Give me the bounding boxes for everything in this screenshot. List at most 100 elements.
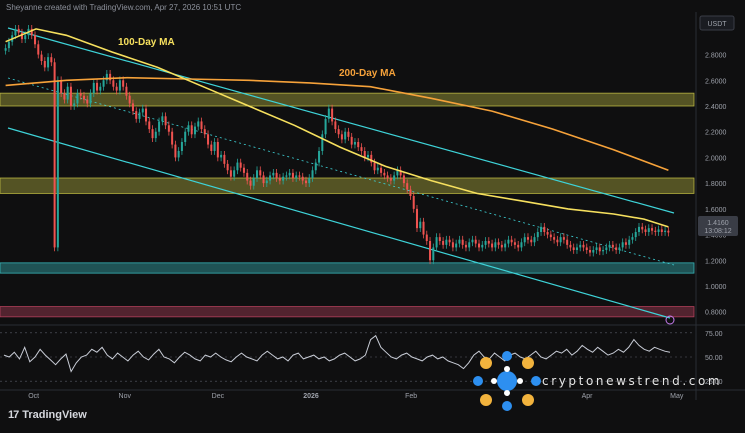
candle	[193, 126, 196, 135]
candle	[569, 244, 572, 248]
candle	[229, 170, 232, 177]
candle	[197, 121, 200, 127]
candle	[184, 131, 187, 142]
candle	[504, 243, 507, 248]
candle	[53, 62, 56, 248]
candle	[200, 121, 203, 130]
candle	[350, 136, 353, 145]
last-price-badge	[698, 216, 738, 236]
candle	[347, 131, 350, 137]
candle	[396, 170, 399, 176]
ma200-label: 200-Day MA	[339, 68, 396, 79]
candle	[135, 111, 138, 119]
candle	[141, 108, 144, 113]
candle	[4, 48, 7, 51]
price-tick-label: 2.0000	[705, 155, 727, 162]
candle	[442, 241, 445, 245]
alert-marker-icon	[665, 315, 675, 325]
candle	[644, 229, 647, 232]
candle	[96, 82, 99, 91]
candle	[79, 93, 82, 96]
candle	[376, 167, 379, 171]
candle	[76, 93, 79, 104]
time-tick-label: Dec	[212, 393, 225, 400]
candle	[145, 108, 148, 122]
candle	[125, 86, 128, 96]
zone-support-deep	[0, 306, 695, 318]
candle	[517, 244, 520, 248]
candle	[154, 131, 157, 139]
candle	[415, 208, 418, 229]
candle	[402, 175, 405, 184]
candle	[17, 28, 20, 33]
candle	[559, 237, 562, 243]
candle	[171, 131, 174, 145]
candle	[128, 95, 131, 104]
tradingview-logo[interactable]: 17 TradingView	[8, 409, 87, 421]
candle	[187, 125, 190, 132]
candle	[112, 80, 115, 87]
candle	[471, 239, 474, 243]
candle	[657, 229, 660, 232]
candle	[131, 103, 134, 112]
channel-mid-line	[7, 77, 675, 266]
candle	[631, 237, 634, 240]
candle	[69, 86, 72, 106]
zone-resistance-lower	[0, 177, 695, 194]
candle	[363, 151, 366, 158]
candle	[285, 175, 288, 177]
candle	[180, 142, 183, 151]
candle	[455, 243, 458, 248]
rsi-pane: 75.00 50.00 25.00	[0, 331, 723, 386]
price-tick-label: 2.2000	[705, 130, 727, 137]
candle	[272, 172, 275, 176]
candle	[109, 73, 112, 81]
candle	[298, 175, 301, 177]
currency-badge	[699, 15, 735, 31]
price-axis: 2.8000 2.6000 2.4000 2.2000 2.0000 1.8000 1.60…	[705, 53, 727, 317]
candle	[291, 172, 294, 178]
candle	[30, 28, 33, 36]
time-tick-label: Apr	[582, 393, 594, 400]
candle	[63, 93, 66, 100]
candle	[92, 82, 95, 94]
candle	[608, 244, 611, 248]
candle	[553, 237, 556, 240]
currency-label: USDT	[707, 21, 727, 28]
candle	[481, 244, 484, 248]
price-tick-label: 1.6000	[705, 207, 727, 214]
candle	[262, 175, 265, 184]
price-tick-label: 0.8000	[705, 310, 727, 317]
candle	[40, 54, 43, 61]
candle	[598, 247, 601, 252]
candle	[24, 35, 27, 40]
candle	[602, 250, 605, 252]
countdown-label: 13:08:12	[704, 228, 731, 235]
candle	[161, 116, 164, 122]
candle	[360, 147, 363, 151]
candle	[256, 170, 259, 178]
candle	[647, 228, 650, 232]
candle	[380, 167, 383, 173]
price-tick-label: 1.4000	[705, 233, 727, 240]
candle	[324, 118, 327, 135]
candle	[409, 189, 412, 196]
candle	[301, 176, 304, 181]
time-axis: Oct Nov Dec 2026 Feb Apr May	[28, 393, 684, 400]
candle	[435, 237, 438, 248]
descending-channel	[7, 27, 675, 325]
candle	[637, 226, 640, 232]
candle	[507, 239, 510, 244]
candle	[213, 142, 216, 151]
candle	[190, 125, 193, 135]
candle	[236, 162, 239, 171]
last-price-label: 1.4160	[707, 220, 729, 227]
candle	[432, 247, 435, 261]
candle	[7, 41, 10, 49]
grid	[0, 12, 745, 400]
candle	[585, 247, 588, 250]
candle	[406, 183, 409, 190]
candle	[66, 86, 69, 100]
candle	[523, 237, 526, 243]
